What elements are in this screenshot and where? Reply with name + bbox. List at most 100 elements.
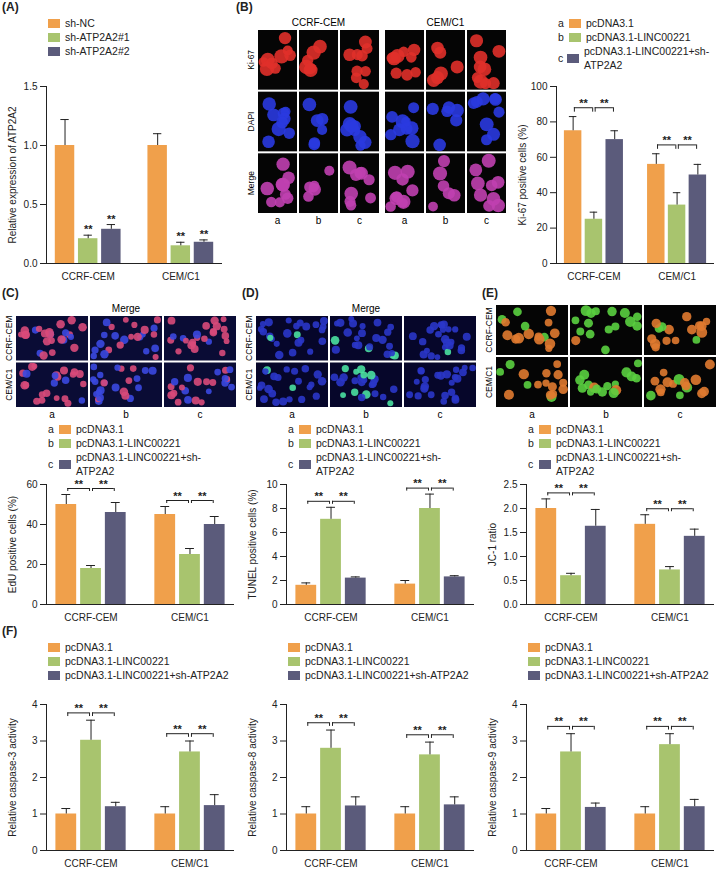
svg-text:CCRF-CEM: CCRF-CEM <box>62 271 115 282</box>
svg-text:0: 0 <box>542 258 548 269</box>
svg-text:Merge: Merge <box>352 303 381 314</box>
svg-text:0: 0 <box>32 845 38 856</box>
svg-text:**: ** <box>579 482 588 494</box>
svg-text:0.0: 0.0 <box>504 599 518 610</box>
svg-text:100: 100 <box>531 81 548 92</box>
svg-text:Merge: Merge <box>112 303 141 314</box>
svg-text:CEM/C1: CEM/C1 <box>171 858 209 869</box>
svg-text:a: a <box>275 215 281 226</box>
svg-text:CCRF-CEM: CCRF-CEM <box>4 316 14 361</box>
svg-text:3: 3 <box>272 735 278 746</box>
svg-text:**: ** <box>99 478 108 490</box>
svg-text:1.0: 1.0 <box>24 140 38 151</box>
svg-text:Relative caspase-9 activity: Relative caspase-9 activity <box>487 718 498 836</box>
svg-text:0.5: 0.5 <box>504 575 518 586</box>
svg-text:**: ** <box>314 712 323 724</box>
svg-text:2.0: 2.0 <box>504 503 518 514</box>
svg-text:**: ** <box>74 702 83 714</box>
svg-text:1.5: 1.5 <box>504 527 518 538</box>
svg-text:CEM/C1: CEM/C1 <box>171 612 209 623</box>
svg-text:0: 0 <box>272 845 278 856</box>
svg-text:**: ** <box>554 715 563 727</box>
svg-text:2: 2 <box>512 772 518 783</box>
svg-text:20: 20 <box>536 222 548 233</box>
svg-text:EdU positive cells (%): EdU positive cells (%) <box>7 496 18 593</box>
svg-text:CCRF-CEM: CCRF-CEM <box>304 858 357 869</box>
svg-text:**: ** <box>653 498 662 510</box>
svg-text:CCRF-CEM: CCRF-CEM <box>244 316 254 361</box>
svg-text:c: c <box>484 215 489 226</box>
svg-text:CCRF-CEM: CCRF-CEM <box>567 271 620 282</box>
svg-text:40: 40 <box>536 187 548 198</box>
svg-text:b: b <box>316 215 322 226</box>
svg-text:**: ** <box>339 712 348 724</box>
svg-text:**: ** <box>314 490 323 502</box>
svg-text:**: ** <box>678 715 687 727</box>
svg-text:1: 1 <box>32 808 38 819</box>
svg-text:2: 2 <box>272 772 278 783</box>
svg-text:**: ** <box>413 477 422 489</box>
svg-text:1: 1 <box>512 808 518 819</box>
svg-text:60: 60 <box>26 479 38 490</box>
svg-text:CCRF-CEM: CCRF-CEM <box>544 612 597 623</box>
svg-text:a: a <box>402 215 408 226</box>
svg-text:CEM/C1: CEM/C1 <box>651 858 689 869</box>
svg-text:2: 2 <box>272 575 278 586</box>
svg-text:**: ** <box>579 97 588 109</box>
svg-text:0: 0 <box>272 599 278 610</box>
svg-text:**: ** <box>413 724 422 736</box>
svg-text:6: 6 <box>272 527 278 538</box>
svg-text:CEM/C1: CEM/C1 <box>427 17 465 28</box>
svg-text:20: 20 <box>26 559 38 570</box>
svg-text:Ki-67: Ki-67 <box>246 50 256 70</box>
svg-text:b: b <box>123 409 129 420</box>
svg-text:**: ** <box>173 490 182 502</box>
svg-text:a: a <box>529 409 535 420</box>
svg-text:**: ** <box>683 134 692 146</box>
svg-text:**: ** <box>662 134 671 146</box>
svg-text:c: c <box>678 409 683 420</box>
svg-text:1: 1 <box>272 808 278 819</box>
svg-text:CEM/C1: CEM/C1 <box>411 858 449 869</box>
svg-text:CEM/C1: CEM/C1 <box>4 368 14 400</box>
svg-text:**: ** <box>653 715 662 727</box>
svg-text:4: 4 <box>272 551 278 562</box>
svg-text:3: 3 <box>512 735 518 746</box>
svg-text:4: 4 <box>272 699 278 710</box>
svg-text:**: ** <box>74 478 83 490</box>
svg-text:**: ** <box>600 97 609 109</box>
svg-text:b: b <box>443 215 449 226</box>
svg-text:1.0: 1.0 <box>504 551 518 562</box>
svg-text:**: ** <box>173 723 182 735</box>
svg-text:4: 4 <box>32 699 38 710</box>
svg-text:1.5: 1.5 <box>24 81 38 92</box>
svg-text:**: ** <box>99 702 108 714</box>
svg-text:CEM/C1: CEM/C1 <box>658 271 696 282</box>
svg-text:**: ** <box>84 223 93 235</box>
svg-text:10: 10 <box>266 479 278 490</box>
svg-text:60: 60 <box>536 152 548 163</box>
svg-text:**: ** <box>438 477 447 489</box>
svg-text:JC-1 ratio: JC-1 ratio <box>487 522 498 566</box>
svg-text:Merge: Merge <box>246 171 256 195</box>
svg-text:CCRF-CEM: CCRF-CEM <box>64 858 117 869</box>
svg-text:b: b <box>363 409 369 420</box>
svg-text:Relative expression of ATP2A2: Relative expression of ATP2A2 <box>7 106 18 244</box>
svg-text:CEM/C1: CEM/C1 <box>651 612 689 623</box>
svg-text:Relative caspase-3 activity: Relative caspase-3 activity <box>7 718 18 836</box>
svg-text:8: 8 <box>272 503 278 514</box>
svg-text:CEM/C1: CEM/C1 <box>244 368 254 400</box>
svg-text:**: ** <box>438 724 447 736</box>
svg-text:CEM/C1: CEM/C1 <box>484 366 494 398</box>
svg-text:c: c <box>357 215 362 226</box>
svg-text:4: 4 <box>512 699 518 710</box>
svg-text:2: 2 <box>32 772 38 783</box>
svg-text:DAPI: DAPI <box>246 112 256 132</box>
svg-text:CEM/C1: CEM/C1 <box>162 271 200 282</box>
svg-text:Ki-67 positive cells (%): Ki-67 positive cells (%) <box>517 124 528 225</box>
svg-text:c: c <box>438 409 443 420</box>
svg-text:CCRF-CEM: CCRF-CEM <box>544 858 597 869</box>
svg-text:**: ** <box>200 228 209 240</box>
svg-text:**: ** <box>554 482 563 494</box>
svg-text:0.5: 0.5 <box>24 199 38 210</box>
